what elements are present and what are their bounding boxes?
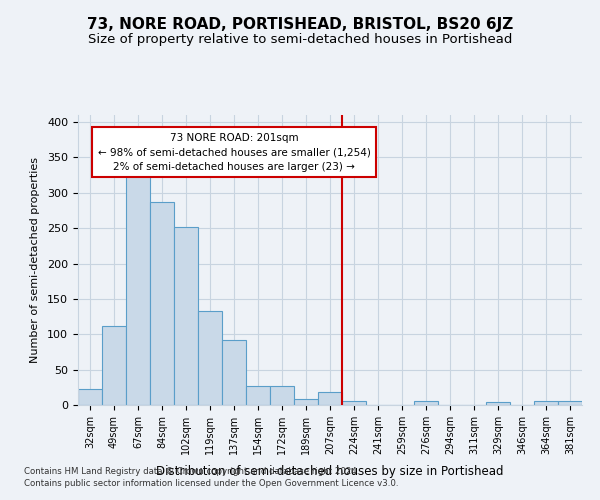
Bar	[102, 326, 126, 405]
Bar	[486, 402, 510, 405]
X-axis label: Distribution of semi-detached houses by size in Portishead: Distribution of semi-detached houses by …	[156, 465, 504, 478]
Bar	[222, 340, 246, 405]
Bar	[534, 402, 558, 405]
Bar	[342, 401, 366, 405]
Text: Contains HM Land Registry data © Crown copyright and database right 2024.: Contains HM Land Registry data © Crown c…	[24, 467, 359, 476]
Bar	[174, 228, 198, 405]
Text: Size of property relative to semi-detached houses in Portishead: Size of property relative to semi-detach…	[88, 34, 512, 46]
Bar	[414, 402, 438, 405]
Bar	[126, 172, 150, 405]
Bar	[78, 390, 102, 405]
Bar	[318, 392, 342, 405]
Text: Contains public sector information licensed under the Open Government Licence v3: Contains public sector information licen…	[24, 478, 398, 488]
Text: 73, NORE ROAD, PORTISHEAD, BRISTOL, BS20 6JZ: 73, NORE ROAD, PORTISHEAD, BRISTOL, BS20…	[87, 18, 513, 32]
Y-axis label: Number of semi-detached properties: Number of semi-detached properties	[30, 157, 40, 363]
Bar	[198, 311, 222, 405]
Bar	[150, 202, 174, 405]
Text: 73 NORE ROAD: 201sqm
← 98% of semi-detached houses are smaller (1,254)
2% of sem: 73 NORE ROAD: 201sqm ← 98% of semi-detac…	[98, 132, 370, 172]
Bar	[246, 386, 270, 405]
Bar	[558, 402, 582, 405]
Bar	[270, 386, 294, 405]
Bar	[294, 398, 318, 405]
